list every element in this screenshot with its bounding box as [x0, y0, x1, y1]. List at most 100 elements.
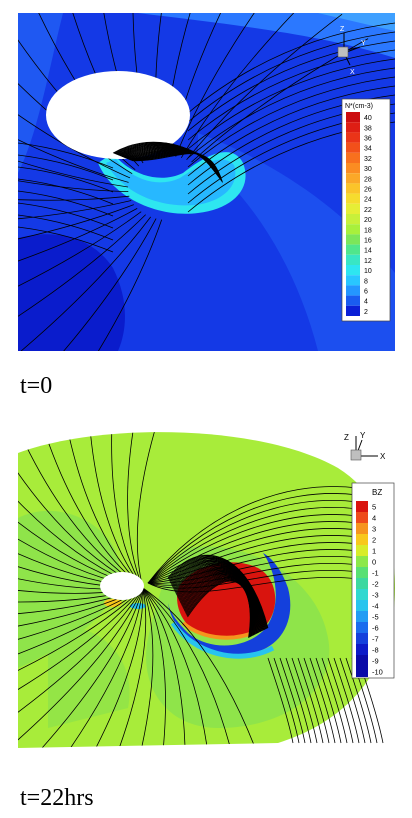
field-line [285, 657, 312, 744]
legend-tick-label: 0 [372, 558, 376, 567]
field-line [327, 657, 354, 744]
legend-tick-label: 2 [364, 309, 368, 316]
legend-swatch [346, 183, 360, 194]
legend-tick-label: 10 [364, 268, 372, 275]
legend-swatch [346, 305, 360, 316]
field-line [18, 214, 146, 317]
axis-triad-bottom: Z Y X [344, 431, 386, 461]
legend-swatch [346, 142, 360, 153]
axis-y-label: Y [361, 40, 366, 47]
field-line [187, 22, 395, 114]
field-line [142, 587, 216, 748]
field-line [142, 587, 166, 748]
legend-swatch [356, 512, 368, 523]
legend-swatch [356, 501, 368, 512]
central-sphere [46, 71, 190, 159]
field-line [18, 202, 114, 229]
flux-rope-cluster-bottom [167, 554, 269, 638]
legend-tick-label: 24 [364, 197, 372, 204]
field-line [97, 219, 163, 351]
caption-t0: t=0 [20, 373, 53, 399]
density-band-left [18, 13, 63, 173]
field-line [54, 432, 144, 589]
field-line [112, 587, 154, 748]
field-line [78, 587, 147, 748]
legend-tick-label: 6 [364, 288, 368, 295]
legend-tick-label: 14 [364, 248, 372, 255]
field-line [63, 218, 157, 351]
cluster-line [132, 153, 223, 183]
legend-swatch [346, 122, 360, 133]
field-line [18, 142, 114, 169]
legend-swatch [356, 666, 368, 677]
field-line [136, 432, 191, 589]
legend-tick-label: -7 [372, 635, 379, 644]
field-line [187, 49, 395, 141]
field-line [279, 657, 306, 744]
legend-tick-label: -4 [372, 602, 379, 611]
legend-tick-label: -5 [372, 613, 379, 622]
field-line [18, 204, 134, 240]
field-line [273, 657, 300, 744]
legend-swatch [346, 214, 360, 225]
axis-y-label-bottom: Y [360, 431, 366, 440]
legend-tick-label: 30 [364, 166, 372, 173]
field-line [147, 576, 359, 593]
legend-swatch [346, 285, 360, 296]
field-line [147, 514, 359, 584]
legend-swatch [346, 112, 360, 123]
field-line [291, 657, 318, 744]
legend-tick-label: -9 [372, 657, 379, 666]
field-line [142, 587, 186, 748]
legend-tick-label: 32 [364, 156, 372, 163]
axis-z-label-bottom: Z [344, 433, 349, 442]
field-line [18, 195, 130, 201]
field-line [127, 432, 157, 589]
legend-tick-label: -8 [372, 646, 379, 655]
field-line [20, 216, 152, 351]
field-line [18, 587, 144, 726]
field-line [147, 528, 359, 584]
legend-swatch [346, 275, 360, 286]
field-line [18, 178, 114, 205]
field-line [339, 657, 366, 744]
field-line [18, 587, 144, 748]
axis-triad: Z Y X [337, 26, 366, 76]
field-line [18, 587, 144, 644]
field-line [18, 587, 144, 748]
legend-swatch [356, 578, 368, 589]
legend-swatch [356, 644, 368, 655]
legend-swatch [346, 132, 360, 143]
field-line [147, 507, 359, 584]
field-line [187, 58, 395, 150]
legend-tick-label: 40 [364, 115, 372, 122]
legend-tick-label: 22 [364, 207, 372, 214]
field-line [45, 587, 144, 748]
legend-tick-label: -3 [372, 591, 379, 600]
legend-tick-label: 36 [364, 135, 372, 142]
legend-tick-label: 5 [372, 503, 376, 512]
field-line [147, 556, 359, 584]
legend-tick-label: 1 [372, 547, 376, 556]
density-band-light [18, 13, 395, 58]
legend-swatch [356, 622, 368, 633]
flux-rope-cluster [112, 141, 223, 183]
legend-swatch [346, 234, 360, 245]
field-line [18, 587, 144, 748]
field-line [18, 211, 142, 287]
legend-swatch [346, 224, 360, 235]
bz-field-plot: Z Y X BZ 5 4 3 2 1 0 -1 -2 -3 -4 -5 -6 -7 -8 -9 -10 [18, 431, 395, 748]
field-line [187, 31, 395, 123]
field-line [18, 226, 114, 253]
legend-tick-label: 4 [372, 514, 376, 523]
legend-swatch [356, 655, 368, 666]
legend-swatch [346, 152, 360, 163]
bz-legend: BZ 5 4 3 2 1 0 -1 -2 -3 -4 -5 -6 -7 -8 -9 -10 [351, 482, 395, 679]
legend-swatch [346, 295, 360, 306]
field-line [333, 657, 360, 744]
legend-tick-label: -1 [372, 569, 379, 578]
legend-tick-label: -10 [372, 668, 383, 677]
legend-swatch [346, 163, 360, 174]
field-line [18, 200, 132, 220]
axis-x-label-bottom: X [380, 452, 386, 461]
